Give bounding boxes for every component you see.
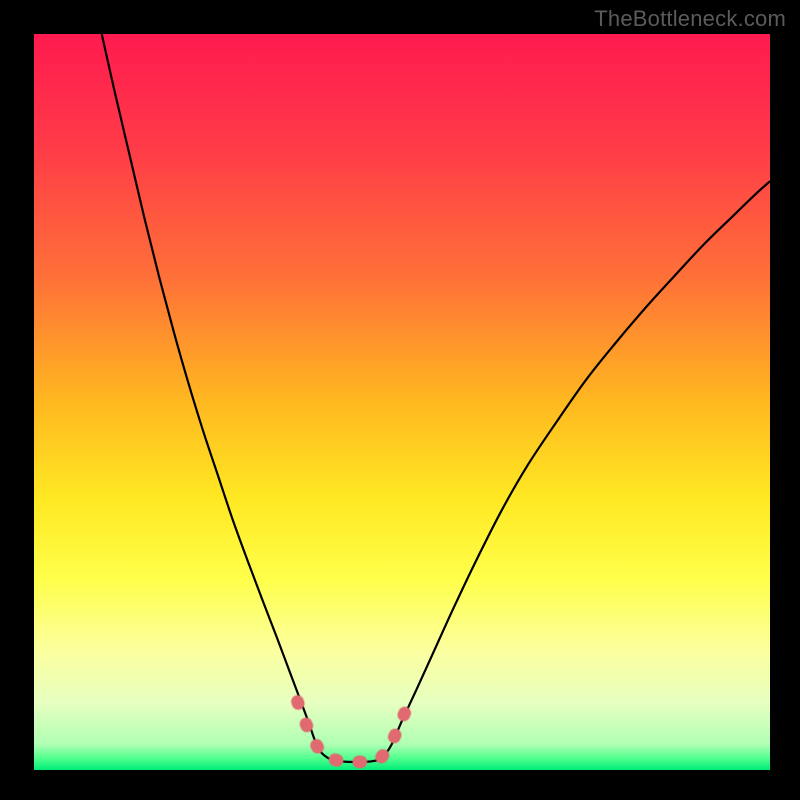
chart-curves [34, 34, 770, 770]
watermark-text: TheBottleneck.com [594, 6, 786, 32]
bottleneck-curve [102, 34, 770, 762]
plot-area [34, 34, 770, 770]
